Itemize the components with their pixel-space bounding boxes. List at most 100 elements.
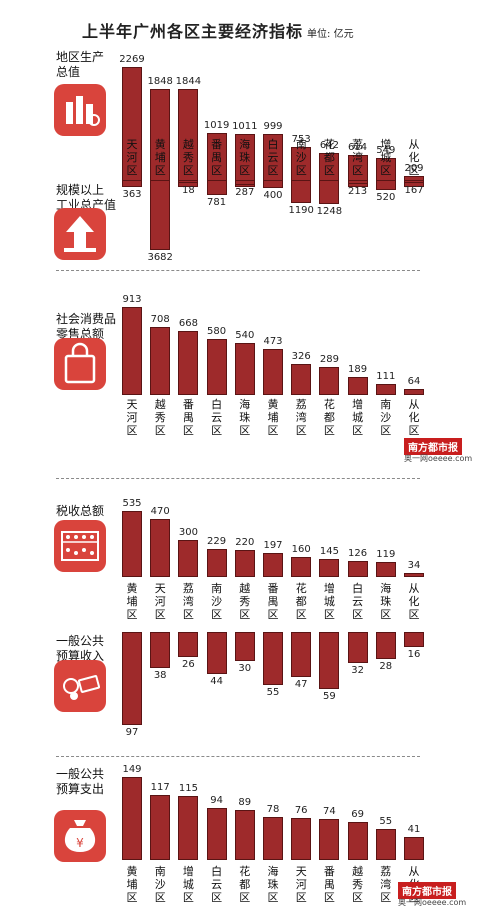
value-label: 115	[178, 782, 198, 794]
category-label: 白云区	[211, 398, 223, 437]
bar	[206, 632, 227, 675]
bar	[347, 376, 368, 395]
category-label: 从化区	[408, 138, 420, 177]
category-label: 越秀区	[182, 138, 194, 177]
bar	[291, 632, 312, 678]
category-label: 花都区	[239, 865, 251, 904]
value-label: 209	[404, 162, 424, 174]
value-label: 189	[348, 363, 368, 375]
bar	[319, 180, 340, 204]
category-label: 天河区	[295, 865, 307, 904]
bar	[178, 89, 199, 187]
bar	[263, 552, 283, 577]
value-label: 781	[207, 196, 227, 208]
bar	[347, 632, 368, 663]
category-label: 番禺区	[211, 138, 223, 177]
category-label: 天河区	[154, 582, 166, 621]
bar	[234, 810, 255, 860]
bar	[122, 511, 142, 577]
section-title: 一般公共 预算收入	[56, 634, 105, 663]
bar	[319, 367, 340, 395]
money-bag-icon: ¥	[54, 810, 106, 862]
category-label: 越秀区	[239, 582, 251, 621]
value-label: 300	[178, 526, 198, 538]
category-label: 白云区	[352, 582, 364, 621]
bar	[150, 326, 171, 395]
value-label: 473	[263, 336, 283, 348]
value-label: 289	[319, 354, 339, 366]
category-label: 南沙区	[154, 865, 166, 904]
bar	[263, 349, 283, 395]
value-label: 470	[150, 506, 170, 518]
category-label: 花都区	[323, 138, 335, 177]
bar	[291, 363, 312, 395]
value-label: 1190	[288, 204, 314, 216]
value-label: 41	[407, 824, 421, 836]
category-label: 海珠区	[239, 398, 251, 437]
value-label: 30	[238, 662, 252, 674]
value-label: 2269	[119, 54, 145, 65]
value-label: 614	[348, 141, 368, 153]
section-divider	[56, 478, 420, 479]
bar	[263, 632, 283, 685]
bar	[404, 180, 424, 184]
unit-label: 单位: 亿元	[307, 29, 354, 40]
value-label: 229	[207, 535, 227, 547]
newspaper-logo: 南方都市报	[404, 438, 462, 455]
city-chart-icon	[54, 84, 106, 136]
category-label: 黄埔区	[126, 582, 138, 621]
category-label: 天河区	[126, 138, 138, 177]
bar	[206, 180, 227, 195]
value-label: 540	[235, 329, 255, 341]
bar	[150, 519, 171, 577]
category-label: 黄埔区	[267, 398, 279, 437]
bar	[206, 548, 227, 577]
value-label: 1248	[316, 205, 343, 217]
category-label: 增城区	[380, 138, 392, 177]
category-label: 海珠区	[267, 865, 279, 904]
category-label: 黄埔区	[126, 865, 138, 904]
section-divider	[56, 270, 420, 271]
value-label: 149	[122, 764, 142, 775]
section-title: 税收总额	[56, 504, 105, 518]
value-label: 1848	[147, 76, 173, 88]
bar	[347, 561, 368, 577]
site-label: 奥一网oeeee.com	[398, 898, 467, 907]
category-label: 越秀区	[154, 398, 166, 437]
site-label: 奥一网oeeee.com	[404, 454, 473, 463]
bar	[347, 180, 368, 185]
bar	[150, 794, 171, 860]
value-label: 145	[319, 546, 339, 558]
value-label: 78	[266, 803, 280, 815]
value-label: 668	[178, 317, 198, 329]
category-label: 增城区	[352, 398, 364, 437]
value-label: 47	[294, 679, 308, 691]
bar	[234, 549, 255, 577]
bar	[291, 557, 312, 577]
category-label: 黄埔区	[154, 138, 166, 177]
value-label: 197	[263, 539, 283, 551]
bar	[234, 133, 255, 187]
value-label: 3682	[147, 252, 173, 263]
value-label: 549	[376, 144, 396, 156]
bar	[263, 180, 283, 188]
bar	[150, 632, 171, 669]
category-label: 花都区	[295, 582, 307, 621]
bar	[375, 829, 396, 860]
value-label: 28	[379, 660, 393, 672]
bar	[375, 180, 396, 190]
bar	[150, 180, 171, 250]
value-label: 708	[150, 313, 170, 325]
page-title: 上半年广州各区主要经济指标 单位: 亿元	[82, 22, 354, 41]
bar	[122, 307, 142, 395]
value-label: 363	[122, 188, 142, 200]
value-label: 64	[407, 375, 421, 387]
category-label: 荔湾区	[295, 398, 307, 437]
category-label: 从化区	[408, 582, 420, 621]
value-label: 520	[376, 191, 396, 203]
bar	[234, 180, 255, 186]
bar	[375, 632, 396, 659]
category-label: 从化区	[408, 398, 420, 437]
bar	[404, 632, 424, 648]
value-label: 753	[291, 134, 311, 146]
